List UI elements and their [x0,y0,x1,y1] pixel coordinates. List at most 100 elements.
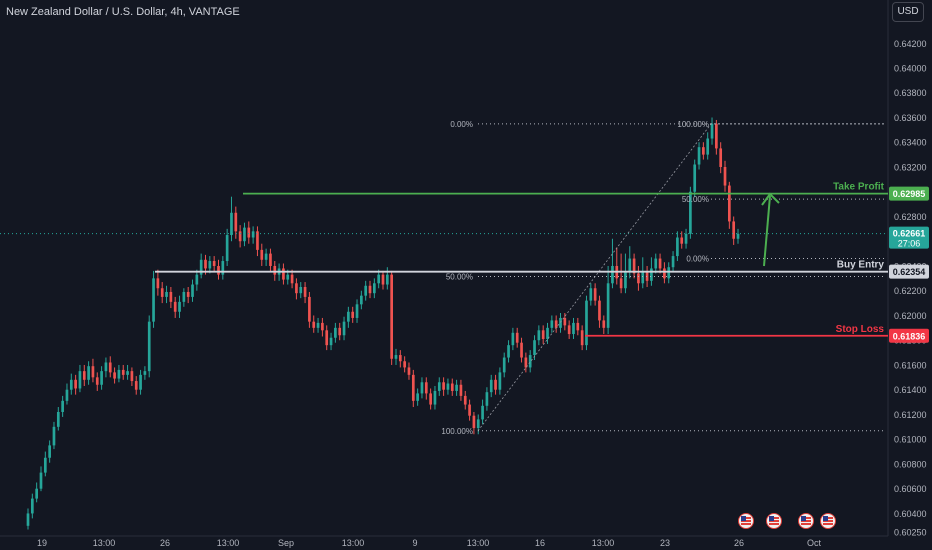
candle-body [680,237,684,244]
candle-body [416,393,419,401]
candle-body [468,404,471,416]
candle-body [264,253,268,260]
candle-body [217,265,220,275]
candle-body [234,212,238,232]
candle-body [295,283,298,294]
candle-body [355,304,359,318]
candle-body [117,369,121,379]
time-tick-label: 23 [660,538,670,548]
candle-body [589,288,593,301]
candle-body [528,355,532,368]
candle-body [619,278,623,289]
candle-body [143,371,147,375]
time-tick-label: 13:00 [342,538,365,548]
fib-level-label: 50.00% [682,195,709,204]
candle-body [191,284,194,297]
candle-body [316,322,320,328]
candle-body [61,400,64,412]
price-tick-label: 0.61600 [894,360,927,370]
candle-body [247,227,251,238]
candle-body [91,366,95,378]
candle-body [624,272,627,289]
candle-body [321,322,324,331]
currency-button[interactable]: USD [892,2,924,22]
price-tick-label: 0.60800 [894,459,927,469]
price-tick-label: 0.62000 [894,311,927,321]
candle-body [533,340,536,356]
economic-events-bar [0,513,932,533]
candle-body [546,327,549,339]
candle-body [325,330,329,346]
candle-body [121,369,125,375]
candle-body [334,327,337,338]
trade-level-price-tag [889,186,929,201]
candle-body [481,405,484,420]
candle-body [394,355,398,359]
fib-level-label: 50.00% [446,272,473,281]
candle-body [611,265,614,284]
price-tick-label: 0.62800 [894,212,927,222]
time-tick-label: Sep [278,538,294,548]
trade-level-price-tag [889,264,929,279]
candle-body [736,233,740,239]
trade-level-price-tag [889,328,929,343]
candle-body [212,261,216,266]
price-tick-label: 0.63400 [894,138,927,148]
candle-body [308,296,311,322]
candle-body [602,320,606,328]
us-flag-event-icon[interactable] [766,513,782,529]
candle-body [684,233,688,244]
time-tick-label: 13:00 [93,538,116,548]
candle-body [368,285,372,294]
candle-body [710,123,714,139]
candle-body [689,191,692,234]
candle-body [420,382,424,394]
candle-body [632,258,636,274]
candle-body [663,268,666,279]
candle-body [225,235,229,262]
candle-body [706,138,710,155]
candle-body [100,371,103,385]
candle-body [403,361,406,368]
candle-body [312,321,316,328]
candle-body [299,287,303,294]
countdown-timer: 27:06 [898,239,921,249]
target-arrow-shaft [763,195,771,267]
fib-level-label: 100.00% [677,120,709,129]
candle-body [260,249,264,260]
candle-body [273,265,277,275]
fib-level-label: 0.00% [450,120,473,129]
price-tick-label: 0.61000 [894,435,927,445]
price-tick-label: 0.61400 [894,385,927,395]
us-flag-event-icon[interactable] [798,513,814,529]
us-flag-event-icon[interactable] [820,513,836,529]
candle-body [598,300,601,321]
us-flag-event-icon[interactable] [738,513,754,529]
candle-body [269,253,272,266]
candle-body [147,321,151,372]
price-tick-label: 0.63200 [894,162,927,172]
candle-body [286,274,290,280]
candle-body [329,337,333,346]
time-tick-label: 26 [160,538,170,548]
price-tick-label: 0.60250 [894,528,927,538]
candle-body [702,147,705,155]
candle-body [727,185,731,222]
price-tick-label: 0.62200 [894,286,927,296]
candle-body [554,320,558,328]
candle-body [719,148,723,167]
candle-body [559,317,562,328]
candle-body [290,274,294,284]
candle-body [251,231,255,238]
candle-body [56,411,60,427]
candle-body [126,371,129,375]
trade-level-label: Take Profit [833,182,885,193]
current-price-tag [889,226,929,249]
fib-level-label: 0.00% [686,255,709,264]
candle-body [433,390,437,405]
candle-body [541,330,545,339]
candle-body [515,332,519,343]
time-tick-label: 16 [535,538,545,548]
candle-body [104,362,108,372]
